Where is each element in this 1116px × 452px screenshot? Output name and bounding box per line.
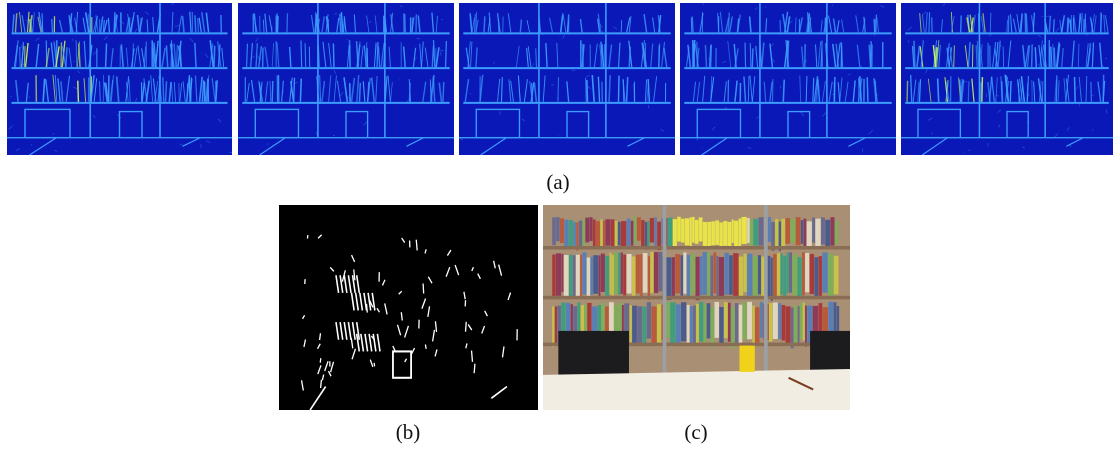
- edge-map-panel-3: [459, 3, 675, 155]
- edge-map-panel-5: [901, 3, 1113, 155]
- caption-b: (b): [395, 420, 421, 444]
- edge-map-panel-4: [680, 3, 896, 155]
- edge-map-4: [680, 3, 896, 155]
- caption-a: (a): [546, 170, 570, 194]
- edge-map-5: [901, 3, 1113, 155]
- bookshelf-photo: [543, 205, 850, 410]
- edge-map-2: [238, 3, 454, 155]
- photo-panel: [543, 205, 850, 410]
- edge-map-3: [459, 3, 675, 155]
- edge-map-panel-1: [7, 3, 232, 155]
- caption-c: (c): [684, 420, 708, 444]
- edge-map-1: [7, 3, 232, 155]
- binary-edge-image: [279, 205, 538, 410]
- binary-edge-panel: [279, 205, 538, 410]
- edge-map-panel-2: [238, 3, 454, 155]
